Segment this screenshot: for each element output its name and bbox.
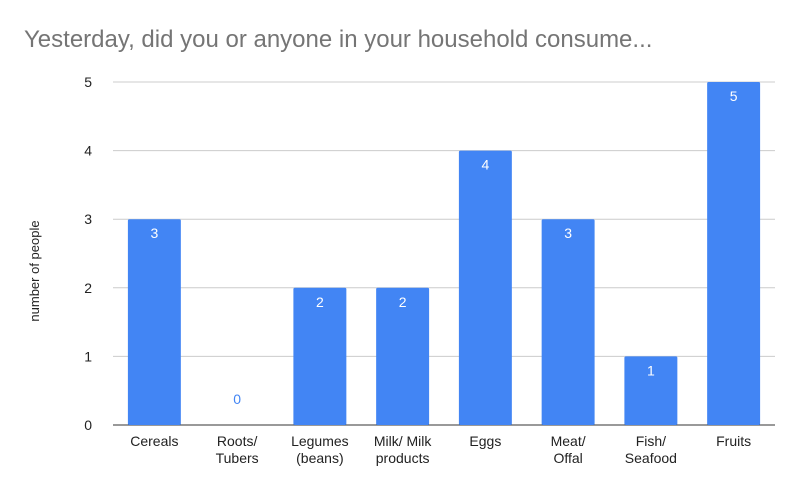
chart-title: Yesterday, did you or anyone in your hou… <box>24 26 653 53</box>
data-label: 5 <box>730 88 738 104</box>
x-tick-label: Fruits <box>716 433 751 449</box>
data-label: 1 <box>647 362 655 378</box>
x-tick-label: Eggs <box>469 433 501 449</box>
bar <box>293 287 347 425</box>
y-tick-label: 4 <box>84 143 92 159</box>
data-label: 3 <box>564 225 572 241</box>
y-tick-label: 0 <box>84 417 92 433</box>
x-tick-label: Meat/Offal <box>551 433 586 466</box>
y-tick-label: 2 <box>84 280 92 296</box>
bar <box>127 219 181 425</box>
x-tick-label: Legumes (beans) <box>291 433 349 466</box>
data-label: 2 <box>316 294 324 310</box>
data-label: 4 <box>481 157 489 173</box>
bar <box>376 287 430 425</box>
bars <box>127 82 761 425</box>
bar <box>541 219 595 425</box>
gridlines <box>113 81 775 426</box>
data-label: 2 <box>399 294 407 310</box>
data-label: 3 <box>150 225 158 241</box>
data-label: 0 <box>233 391 241 407</box>
x-axis-labels: Cereals Roots/Tubers Legumes (beans) Milk/ M… <box>130 433 751 466</box>
x-tick-label: Milk/ Milk products <box>374 433 433 466</box>
y-axis-ticks: 0 1 2 3 4 5 <box>84 74 92 433</box>
y-tick-label: 5 <box>84 74 92 90</box>
data-labels: 3 0 2 2 4 3 1 5 <box>150 88 737 407</box>
x-tick-label: Fish/Seafood <box>625 433 677 466</box>
y-tick-label: 1 <box>84 348 92 364</box>
y-tick-label: 3 <box>84 211 92 227</box>
x-tick-label: Cereals <box>130 433 178 449</box>
x-tick-label: Roots/Tubers <box>216 433 259 466</box>
bar <box>458 150 512 425</box>
bar <box>707 82 761 425</box>
y-axis-title: number of people <box>27 220 42 321</box>
bar <box>624 356 678 425</box>
